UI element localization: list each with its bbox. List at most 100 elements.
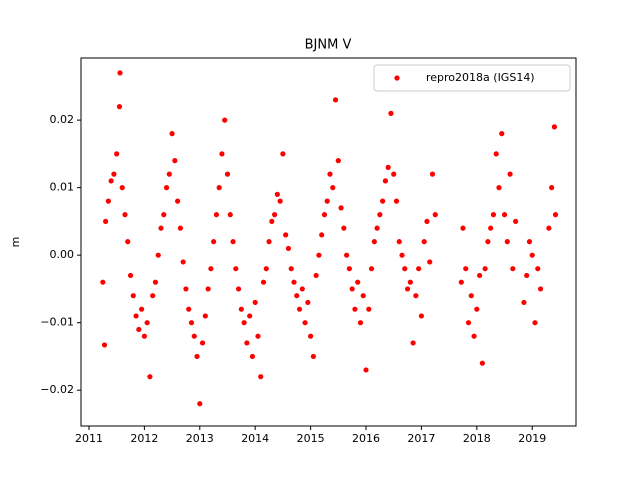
data-point <box>302 320 308 326</box>
data-point <box>169 131 175 137</box>
data-point <box>344 252 350 258</box>
data-point <box>482 266 488 272</box>
data-point <box>549 185 555 191</box>
data-point <box>513 218 519 225</box>
data-point <box>391 171 397 177</box>
data-point <box>546 225 552 231</box>
x-tick-label: 2012 <box>130 432 158 445</box>
data-point <box>404 286 411 292</box>
data-point <box>227 212 233 218</box>
data-point <box>407 279 413 285</box>
data-point <box>191 333 197 339</box>
data-point <box>230 239 236 245</box>
data-point <box>319 232 325 238</box>
data-point <box>316 252 322 258</box>
data-point <box>510 266 516 272</box>
data-point <box>504 239 510 245</box>
plot-frame <box>80 57 577 427</box>
data-point <box>280 151 286 157</box>
data-point <box>211 239 217 245</box>
data-point <box>244 340 250 346</box>
data-point <box>180 259 186 265</box>
data-point <box>305 299 311 306</box>
x-tick-label: 2011 <box>75 432 103 445</box>
data-point <box>413 293 419 299</box>
data-point <box>474 306 480 312</box>
data-point <box>116 104 123 110</box>
data-point <box>194 353 200 360</box>
data-point <box>144 320 150 326</box>
data-point <box>108 178 114 184</box>
data-point <box>224 171 231 177</box>
data-point <box>399 252 405 258</box>
data-point <box>346 266 352 272</box>
data-point <box>355 279 361 285</box>
data-point <box>349 286 355 292</box>
data-point <box>537 286 544 292</box>
data-point <box>271 212 278 218</box>
x-tick-label: 2017 <box>407 432 435 445</box>
data-point <box>241 320 247 326</box>
data-point <box>235 286 242 292</box>
x-tick-label: 2014 <box>241 432 269 445</box>
data-point <box>147 374 153 380</box>
data-point <box>551 124 557 130</box>
data-point <box>202 313 208 319</box>
data-point <box>313 272 319 279</box>
data-point <box>252 299 258 306</box>
data-point <box>529 252 535 258</box>
data-point <box>385 164 391 170</box>
data-point <box>139 306 145 312</box>
data-point <box>288 266 294 272</box>
data-point <box>429 171 436 177</box>
data-point <box>283 232 289 238</box>
data-point <box>150 293 156 299</box>
data-point <box>463 266 469 272</box>
data-point <box>552 212 559 218</box>
data-point <box>352 306 358 312</box>
data-point <box>294 293 300 299</box>
data-point <box>427 259 433 265</box>
data-point <box>219 151 225 157</box>
data-point <box>335 158 341 164</box>
data-point <box>141 333 147 339</box>
data-point <box>119 185 125 191</box>
data-point <box>263 266 269 272</box>
data-point <box>155 252 161 258</box>
data-point <box>130 293 136 299</box>
data-point <box>499 131 505 137</box>
data-point <box>393 198 400 204</box>
data-point <box>101 342 108 348</box>
data-point <box>535 266 541 272</box>
y-tick-label: 0.00 <box>50 248 75 261</box>
data-point <box>186 306 192 312</box>
data-point <box>260 279 267 285</box>
data-point <box>269 218 275 225</box>
data-point <box>103 218 109 225</box>
data-point <box>382 178 389 184</box>
data-point <box>166 171 172 177</box>
x-tick-label: 2013 <box>186 432 214 445</box>
data-point <box>380 198 386 204</box>
data-point <box>363 367 369 373</box>
data-point <box>158 225 164 231</box>
data-point <box>485 239 491 245</box>
data-point <box>111 171 117 177</box>
data-point <box>233 266 239 272</box>
data-point <box>188 320 195 326</box>
data-point <box>296 306 303 312</box>
data-point <box>310 353 316 360</box>
data-point <box>324 198 330 204</box>
data-point <box>122 212 128 218</box>
data-point <box>493 151 499 157</box>
legend-marker <box>394 75 400 81</box>
data-point <box>136 326 142 333</box>
data-point <box>255 333 261 339</box>
data-point <box>468 293 474 299</box>
data-point <box>371 239 377 245</box>
data-point <box>258 374 264 380</box>
data-point <box>133 313 139 319</box>
data-point <box>421 239 427 245</box>
data-point <box>526 239 533 245</box>
